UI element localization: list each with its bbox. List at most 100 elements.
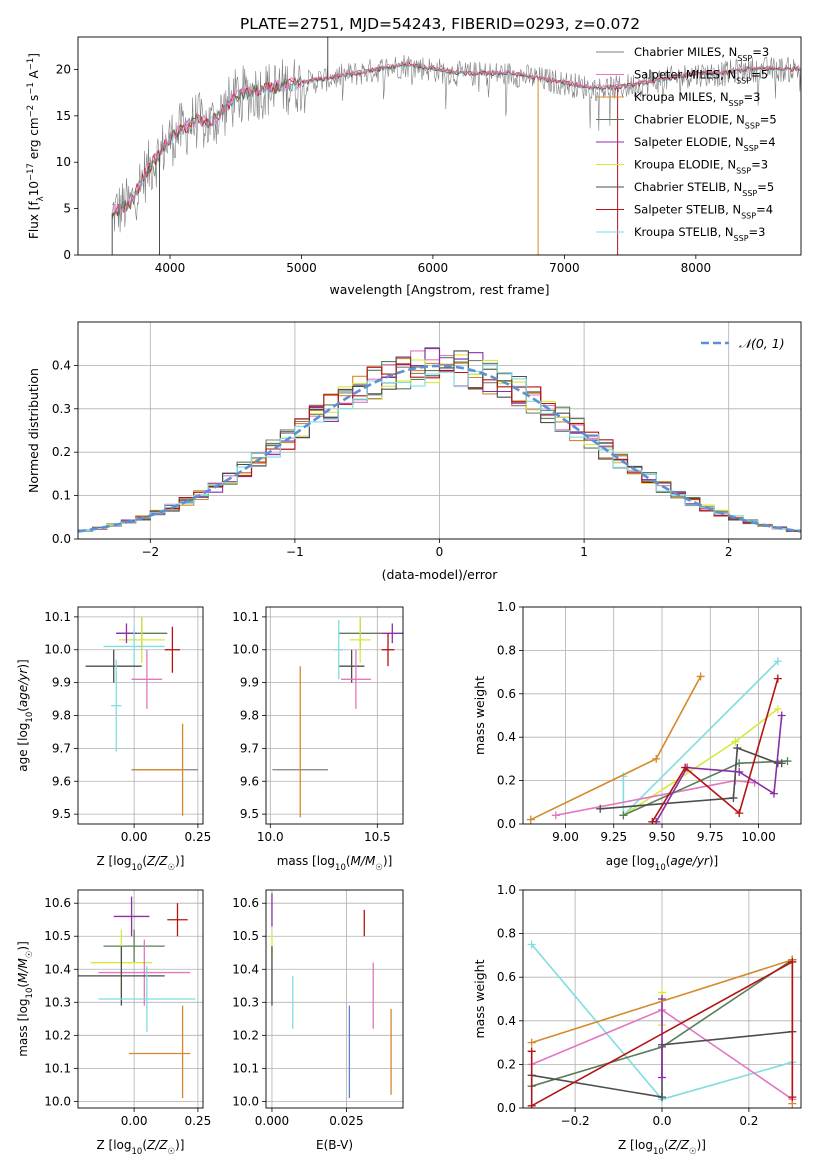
legend-label: Salpeter ELODIE, N	[634, 135, 744, 149]
x-axis-label-part: )]	[175, 854, 184, 868]
y-axis-label-part: s	[27, 95, 41, 105]
series-marker	[658, 1073, 666, 1082]
series-marker	[652, 754, 661, 763]
y-axis-label-part: 10	[25, 712, 35, 723]
x-axis-label-part: Z [log	[618, 1138, 653, 1152]
y-tick-label: 10.1	[232, 610, 259, 624]
chart-weight-vs-age: 9.00 9.25 9.50 9.75 10.00 0.0 0.2 0.4 0.6 0.8 1.0 a…	[472, 600, 802, 873]
series-marker	[788, 1093, 797, 1102]
y-tick-label: 9.9	[52, 676, 71, 690]
series-marker	[735, 767, 744, 776]
y-axis-label-part: erg cm	[27, 117, 41, 163]
legend-count: =3	[744, 90, 761, 104]
x-axis-label-part: Z/Z	[146, 1138, 168, 1152]
x-tick-label: 10.00	[741, 830, 775, 844]
plot-area	[78, 896, 196, 1099]
chart-age-vs-z: 0.00 0.259.59.69.79.89.910.010.1Z [log10(…	[16, 606, 211, 873]
x-axis-label-part: (	[664, 1138, 669, 1152]
y-tick-label: 10.2	[232, 1028, 259, 1042]
y-axis-label-part: −1	[26, 58, 36, 71]
x-tick-label: 9.25	[600, 830, 627, 844]
legend-subscript: SSP	[744, 144, 759, 153]
series-marker	[733, 744, 742, 753]
legend-label: Chabrier ELODIE, N	[634, 113, 745, 127]
x-axis-label-part: (	[346, 854, 351, 868]
legend-count: =4	[759, 135, 776, 149]
legend-subscript: SSP	[737, 54, 752, 63]
x-axis-label: Z [log10(Z/Z☉)]	[96, 1138, 184, 1157]
y-tick-label: 0.0	[497, 1101, 516, 1115]
y-axis-label-part: λ	[36, 196, 46, 201]
x-axis-label-part: Z [log	[96, 854, 131, 868]
legend-subscript: SSP	[729, 99, 744, 108]
series-marker	[527, 1101, 536, 1108]
gaussian-curve	[78, 364, 801, 533]
legend-entry: Salpeter MILES, NSSP=5	[634, 68, 768, 86]
legend-subscript: SSP	[736, 76, 751, 85]
plot-area	[85, 616, 198, 816]
y-tick-label: 0.3	[52, 402, 71, 416]
legend-entry: 𝒩(0, 1)	[739, 336, 785, 351]
plot-area	[78, 347, 801, 533]
axes-frame	[77, 889, 204, 1109]
x-axis-label-part: M/M	[351, 854, 376, 868]
legend-entry: Chabrier MILES, NSSP=3	[634, 45, 769, 63]
y-tick-label: 9.6	[52, 774, 71, 788]
series-marker	[551, 811, 560, 820]
y-tick-label: 9.5	[240, 807, 259, 821]
series-marker	[773, 674, 782, 683]
series-marker	[658, 1093, 666, 1102]
legend-entry: Salpeter STELIB, NSSP=4	[634, 203, 773, 221]
series-marker	[773, 704, 782, 713]
x-axis-label-part: )]	[383, 854, 392, 868]
y-tick-label: 0.2	[497, 774, 516, 788]
x-tick-label: 6000	[418, 261, 449, 275]
series-marker	[777, 759, 786, 768]
chart-age-vs-mass: 10.0 10.5 9.5 9.6 9.7 9.8 9.9 10.0 10.1 mass [log…	[232, 606, 404, 873]
series-marker	[731, 737, 740, 746]
x-axis-label-part: Z [log	[96, 1138, 131, 1152]
y-tick-label: 0.1	[52, 489, 71, 503]
x-axis-label-part: age [log	[606, 854, 655, 868]
x-axis-label-part: Z/Z	[668, 1138, 690, 1152]
series-marker	[526, 815, 535, 824]
y-tick-label: 5	[63, 202, 71, 216]
legend-entry: Kroupa MILES, NSSP=3	[634, 90, 760, 108]
x-axis-label-part: Z/Z	[146, 854, 168, 868]
plot-area	[111, 37, 801, 255]
series-marker	[527, 940, 536, 949]
y-tick-label: 10	[56, 155, 71, 169]
x-tick-label: 0.2	[739, 1114, 758, 1128]
legend-count: =5	[757, 180, 774, 194]
y-axis-label-part: age [log	[16, 723, 30, 772]
legend-label: Chabrier MILES, N	[634, 45, 737, 59]
y-axis-label-part: −1	[26, 82, 36, 95]
legend-count: =3	[752, 45, 769, 59]
x-axis-label-part: (	[142, 1138, 147, 1152]
spectrum-model-line	[111, 61, 801, 219]
y-axis-label-part: 10	[25, 988, 35, 999]
y-tick-label: 9.6	[240, 774, 259, 788]
y-axis-label-part: (	[16, 707, 30, 712]
y-axis-label: Normed distribution	[26, 368, 41, 493]
series-marker	[596, 804, 605, 813]
legend-label: Salpeter STELIB, N	[634, 203, 741, 217]
y-tick-label: 10.0	[44, 1094, 71, 1108]
legend-label: Kroupa ELODIE, N	[634, 158, 736, 172]
y-axis-label-part: A	[27, 69, 41, 82]
y-tick-label: 0.2	[497, 1057, 516, 1071]
chart-mass-vs-ebv: 0.000 0.025 10.0 10.1 10.2 10.3 10.4 10.5 10.6 E(…	[232, 889, 404, 1152]
axes-frame	[77, 606, 204, 825]
y-axis-label-part: M/M	[16, 958, 30, 983]
y-tick-label: 10.3	[44, 995, 71, 1009]
series-line	[530, 676, 702, 821]
y-tick-label: 0.8	[497, 927, 516, 941]
x-axis-label-part: 10	[335, 863, 346, 873]
x-axis-label-part: ☉	[168, 863, 176, 873]
legend-entry: Chabrier ELODIE, NSSP=5	[634, 113, 777, 131]
x-axis-label-part: ☉	[375, 863, 383, 873]
chart-residual-hist: −2 −1 0 1 2 0.0 0.1 0.2 0.3 0.4 𝒩(0, 1) (data-model…	[26, 321, 802, 582]
y-tick-label: 10.1	[44, 1061, 71, 1075]
axes-frame	[522, 889, 802, 1109]
series-marker	[769, 789, 778, 798]
